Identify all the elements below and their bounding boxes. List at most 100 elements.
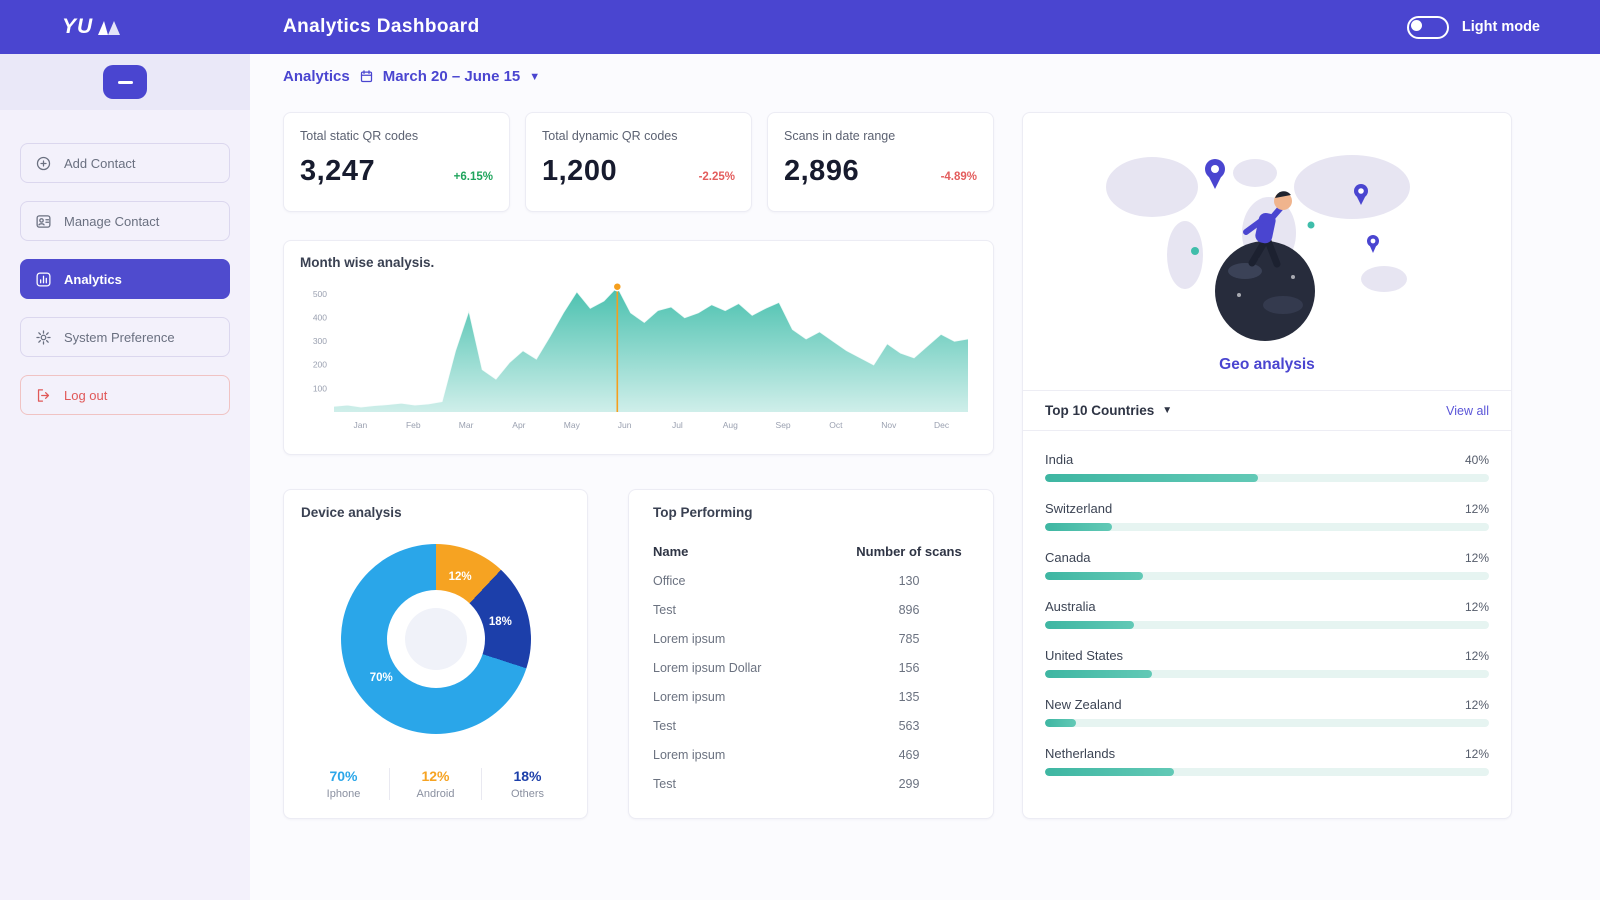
donut-slice-label: 12% bbox=[448, 570, 472, 583]
month-analysis-card: Month wise analysis. 100 200 300 400 500 Jan F… bbox=[283, 240, 994, 455]
legend-label: Others bbox=[510, 788, 544, 800]
table-row: Test 896 bbox=[653, 603, 969, 617]
table-row: Office 130 bbox=[653, 574, 969, 588]
sidebar-item-label: Manage Contact bbox=[64, 213, 160, 229]
row-scans: 563 bbox=[898, 719, 920, 733]
logo-mark-icon bbox=[98, 21, 121, 35]
stat-delta: -4.89% bbox=[940, 171, 977, 183]
country-row: New Zealand 12% bbox=[1045, 697, 1489, 727]
stat-card: Total dynamic QR codes 1,200 -2.25% bbox=[525, 112, 752, 212]
svg-text:Mar: Mar bbox=[459, 420, 474, 430]
country-name: Canada bbox=[1045, 550, 1091, 565]
map-pin-icon bbox=[1205, 159, 1379, 253]
geo-analysis-title: Geo analysis bbox=[1219, 356, 1315, 373]
view-all-link[interactable]: View all bbox=[1446, 403, 1489, 418]
device-analysis-title: Device analysis bbox=[301, 505, 402, 520]
row-name: Lorem ipsum Dollar bbox=[653, 661, 762, 675]
date-range-selector[interactable]: March 20 – June 15 bbox=[382, 68, 521, 85]
svg-text:Oct: Oct bbox=[829, 420, 843, 430]
column-name: Name bbox=[653, 544, 689, 559]
theme-toggle[interactable] bbox=[1406, 15, 1449, 39]
country-progress-bar bbox=[1045, 523, 1489, 531]
donut-slice-label: 18% bbox=[488, 616, 512, 629]
top-performing-title: Top Performing bbox=[653, 505, 753, 520]
svg-text:Jan: Jan bbox=[354, 420, 368, 430]
country-pct: 12% bbox=[1464, 550, 1489, 565]
month-analysis-chart-area: 100 200 300 400 500 Jan Feb Mar Apr May Jun Jul Aug S… bbox=[300, 274, 977, 437]
sidebar-item-manage-contact[interactable]: Manage Contact bbox=[20, 201, 230, 241]
stat-label: Total dynamic QR codes bbox=[542, 129, 678, 143]
device-analysis-card: Device analysis 12% 18% 70% 70% Iphone 12% An… bbox=[283, 489, 588, 819]
logo-text: YU bbox=[62, 15, 94, 38]
country-name: Switzerland bbox=[1045, 501, 1113, 516]
sidebar-item-add-contact[interactable]: Add Contact bbox=[20, 143, 230, 183]
stat-value: 2,896 bbox=[784, 155, 860, 187]
row-scans: 135 bbox=[898, 690, 920, 704]
logo: YU bbox=[0, 15, 250, 39]
row-scans: 469 bbox=[898, 748, 920, 762]
table-row: Lorem ipsum 135 bbox=[653, 690, 969, 704]
breadcrumb: Analytics March 20 – June 15 ▼ bbox=[283, 68, 540, 85]
country-pct: 12% bbox=[1464, 746, 1489, 761]
sidebar-item-system-preference[interactable]: System Preference bbox=[20, 317, 230, 357]
sidebar: Add Contact Manage Contact Analytics System… bbox=[0, 54, 250, 900]
country-progress-bar bbox=[1045, 719, 1489, 727]
row-scans: 156 bbox=[898, 661, 920, 675]
sidebar-top bbox=[0, 54, 250, 110]
logout-icon bbox=[35, 387, 52, 404]
svg-text:May: May bbox=[564, 420, 581, 430]
stat-card: Scans in date range 2,896 -4.89% bbox=[767, 112, 994, 212]
sidebar-item-log-out[interactable]: Log out bbox=[20, 375, 230, 415]
row-name: Test bbox=[653, 777, 676, 791]
breadcrumb-section[interactable]: Analytics bbox=[283, 68, 350, 85]
chevron-down-icon[interactable]: ▼ bbox=[529, 70, 541, 83]
stat-value: 3,247 bbox=[300, 155, 376, 187]
country-progress-fill bbox=[1045, 719, 1077, 727]
sidebar-collapse-button[interactable] bbox=[103, 65, 147, 99]
legend-value: 70% bbox=[329, 768, 358, 784]
table-row: Lorem ipsum 469 bbox=[653, 748, 969, 762]
sidebar-item-analytics[interactable]: Analytics bbox=[20, 259, 230, 299]
svg-text:Jul: Jul bbox=[672, 420, 683, 430]
svg-text:100: 100 bbox=[313, 383, 327, 393]
country-progress-fill bbox=[1045, 474, 1259, 482]
settings-icon bbox=[35, 329, 52, 346]
country-progress-fill bbox=[1045, 621, 1134, 629]
main-content: Analytics March 20 – June 15 ▼ Total sta… bbox=[250, 54, 1600, 900]
row-scans: 130 bbox=[898, 574, 920, 588]
area-chart: 100 200 300 400 500 Jan Feb Mar Apr May Jun Jul Aug S… bbox=[313, 281, 969, 430]
country-pct: 12% bbox=[1464, 599, 1489, 614]
legend-value: 12% bbox=[421, 768, 450, 784]
country-progress-fill bbox=[1045, 523, 1112, 531]
svg-text:300: 300 bbox=[313, 336, 327, 346]
minus-icon bbox=[117, 80, 133, 84]
device-legend-item: 12% Android bbox=[389, 768, 481, 800]
top-countries-dropdown[interactable]: Top 10 Countries bbox=[1045, 403, 1155, 418]
country-pct: 12% bbox=[1464, 697, 1489, 712]
page-title: Analytics Dashboard bbox=[283, 16, 480, 37]
top-performing-body: Office 130 Test 896 Lorem ipsum 785 Lorem ipsu… bbox=[653, 574, 969, 791]
country-progress-fill bbox=[1045, 768, 1174, 776]
month-analysis-title: Month wise analysis. bbox=[300, 255, 435, 270]
svg-text:Apr: Apr bbox=[512, 420, 525, 430]
row-name: Test bbox=[653, 719, 676, 733]
chevron-down-icon[interactable]: ▼ bbox=[1162, 405, 1173, 416]
stat-label: Total static QR codes bbox=[300, 129, 419, 143]
manage-contact-icon bbox=[35, 213, 52, 230]
legend-label: Iphone bbox=[326, 788, 361, 800]
device-donut-chart: 12% 18% 70% bbox=[340, 544, 531, 734]
country-name: Netherlands bbox=[1045, 746, 1116, 761]
sidebar-item-label: System Preference bbox=[64, 329, 175, 345]
svg-text:Dec: Dec bbox=[934, 420, 950, 430]
country-row: Canada 12% bbox=[1045, 550, 1489, 580]
svg-text:400: 400 bbox=[313, 313, 327, 323]
sidebar-menu: Add Contact Manage Contact Analytics System… bbox=[0, 110, 250, 415]
donut-slice-label: 70% bbox=[369, 672, 393, 685]
country-list: India 40% Switzerland 12% Canada 12% Australia… bbox=[1023, 431, 1511, 776]
top-performing-header: Name Number of scans bbox=[653, 544, 969, 559]
geo-list-header: Top 10 Countries ▼ View all bbox=[1023, 390, 1511, 431]
country-pct: 40% bbox=[1464, 452, 1489, 467]
row-name: Office bbox=[653, 574, 686, 588]
country-row: Netherlands 12% bbox=[1045, 746, 1489, 776]
country-name: New Zealand bbox=[1045, 697, 1122, 712]
